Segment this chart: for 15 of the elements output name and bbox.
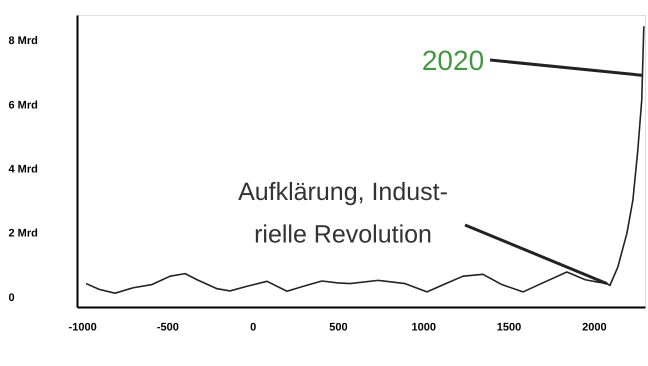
x-tick-label: -1000	[68, 322, 97, 334]
y-tick-label: 6 Mrd	[8, 99, 38, 112]
x-tick-label: 1500	[496, 322, 522, 334]
x-tick-label: 0	[250, 322, 256, 334]
x-tick-label: 500	[329, 322, 348, 334]
annotation: Aufklärung, Indust- rielle Revolution	[238, 178, 448, 248]
y-tick-label: 8 Mrd	[8, 35, 38, 48]
x-tick-label: 1000	[412, 322, 436, 334]
y-tick-label: 2 Mrd	[8, 228, 38, 240]
y-tick-label: 4 Mrd	[8, 164, 38, 176]
line-series	[85, 25, 645, 294]
y-tick-label: 0	[8, 292, 15, 304]
x-tick-label: -500	[156, 322, 179, 334]
x-tick-label: 2000	[582, 322, 607, 334]
annotation: 2020	[422, 45, 484, 76]
